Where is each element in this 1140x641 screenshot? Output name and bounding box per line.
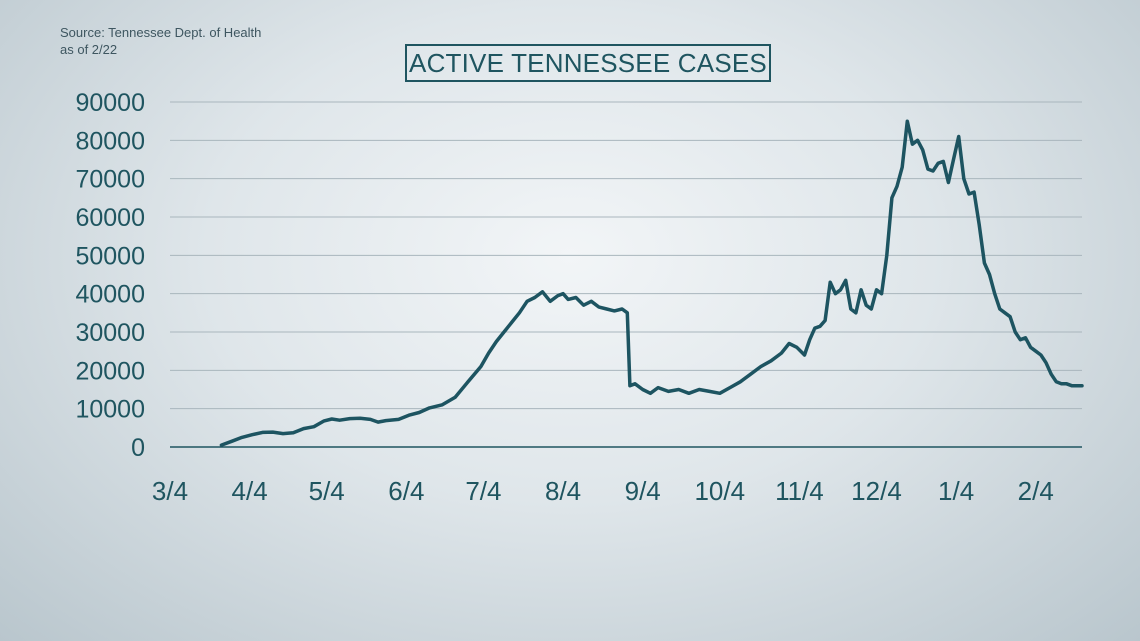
- x-tick-label: 6/4: [388, 476, 424, 506]
- x-tick-label: 7/4: [465, 476, 501, 506]
- x-tick-label: 9/4: [625, 476, 661, 506]
- x-tick-label: 2/4: [1018, 476, 1054, 506]
- y-tick-label: 50000: [75, 242, 145, 270]
- y-tick-label: 20000: [75, 357, 145, 385]
- source-line: Source: Tennessee Dept. of Health: [60, 25, 262, 40]
- chart-title-box: ACTIVE TENNESSEE CASES: [405, 44, 771, 82]
- x-tick-label: 10/4: [694, 476, 745, 506]
- x-tick-label: 1/4: [938, 476, 974, 506]
- chart-title: ACTIVE TENNESSEE CASES: [409, 47, 767, 78]
- x-tick-label: 5/4: [309, 476, 345, 506]
- x-tick-label: 12/4: [851, 476, 902, 506]
- y-tick-label: 80000: [75, 127, 145, 155]
- y-tick-label: 0: [131, 434, 145, 462]
- source-note: Source: Tennessee Dept. of Health as of …: [60, 24, 261, 58]
- y-tick-label: 10000: [75, 396, 145, 424]
- x-tick-label: 3/4: [152, 476, 188, 506]
- y-tick-label: 30000: [75, 319, 145, 347]
- y-tick-label: 40000: [75, 281, 145, 309]
- date-note: as of 2/22: [60, 42, 118, 57]
- x-tick-label: 8/4: [545, 476, 581, 506]
- y-tick-label: 70000: [75, 166, 145, 194]
- y-tick-label: 90000: [75, 89, 145, 117]
- x-tick-label: 4/4: [232, 476, 268, 506]
- series-line: [219, 119, 1084, 447]
- y-tick-label: 60000: [75, 204, 145, 232]
- x-tick-label: 11/4: [775, 476, 824, 506]
